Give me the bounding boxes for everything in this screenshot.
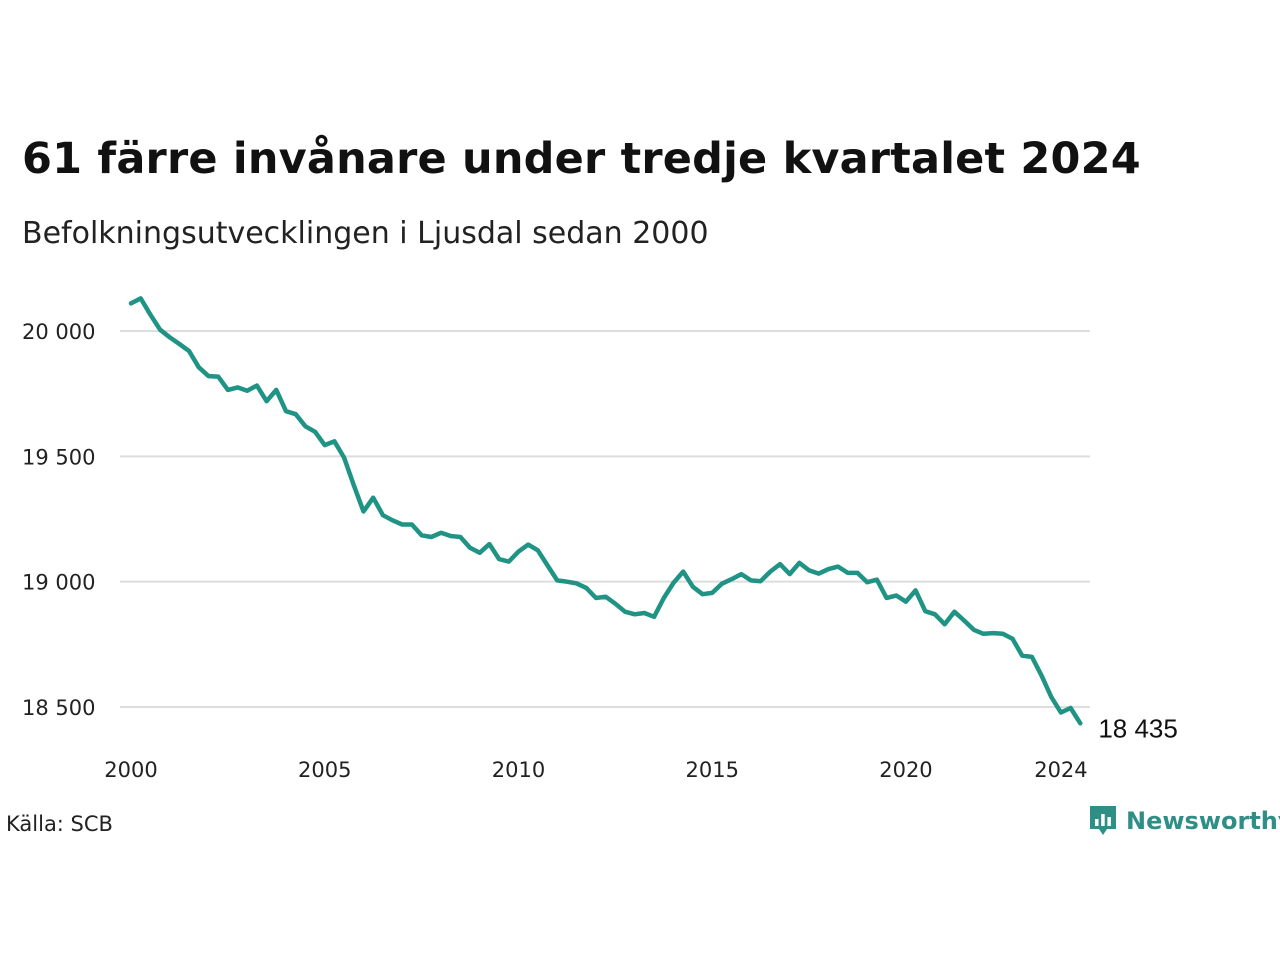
y-tick-label: 19 500 (22, 445, 95, 469)
x-tick-label: 2020 (879, 758, 932, 782)
brand-name: Newsworthy (1126, 807, 1280, 835)
x-tick-label: 2024 (1034, 758, 1087, 782)
y-tick-label: 18 500 (22, 696, 95, 720)
source-label: Källa: SCB (6, 812, 113, 836)
y-tick-label: 20 000 (22, 320, 95, 344)
y-tick-label: 19 000 (22, 571, 95, 595)
chart-subtitle: Befolkningsutvecklingen i Ljusdal sedan … (22, 216, 709, 251)
x-tick-label: 2000 (104, 758, 157, 782)
population-line (128, 296, 1083, 726)
newsworthy-logo: Newsworthy (1088, 804, 1280, 838)
x-tick-label: 2010 (492, 758, 545, 782)
newsworthy-icon (1090, 806, 1116, 835)
line-chart: 18 500 19 000 19 500 20 000 2000 2005 2010 2015… (22, 296, 1178, 782)
chart-title: 61 färre invånare under tredje kvartalet… (22, 134, 1141, 184)
x-tick-label: 2015 (685, 758, 738, 782)
x-tick-label: 2005 (298, 758, 351, 782)
end-value-label: 18 435 (1098, 713, 1178, 743)
